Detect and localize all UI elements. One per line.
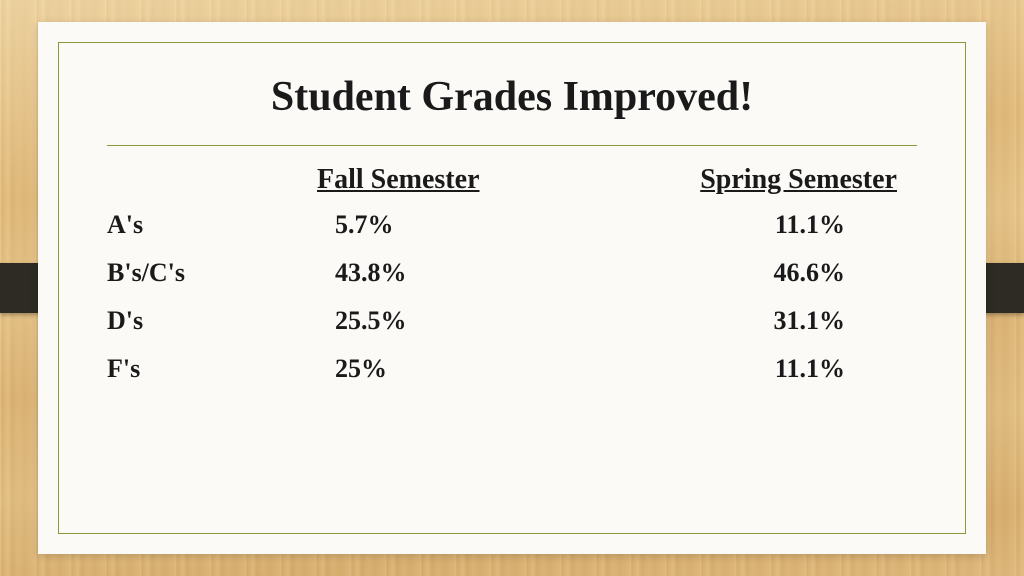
row-label: D's <box>107 306 287 336</box>
column-header-spring: Spring Semester <box>607 164 917 196</box>
slide-title: Student Grades Improved! <box>107 73 917 121</box>
spring-value: 11.1% <box>607 210 917 240</box>
row-label: F's <box>107 354 287 384</box>
grades-table: Fall Semester Spring Semester A's 5.7% 1… <box>107 164 917 513</box>
table-row: F's 25% 11.1% <box>107 354 917 384</box>
table-row: B's/C's 43.8% 46.6% <box>107 258 917 288</box>
row-label: A's <box>107 210 287 240</box>
right-tab-decoration <box>984 263 1024 313</box>
table-row: D's 25.5% 31.1% <box>107 306 917 336</box>
content-card: Student Grades Improved! Fall Semester S… <box>38 22 986 554</box>
fall-value: 25.5% <box>287 306 607 336</box>
column-header-fall: Fall Semester <box>287 164 607 196</box>
spring-value: 31.1% <box>607 306 917 336</box>
fall-value: 25% <box>287 354 607 384</box>
spring-value: 46.6% <box>607 258 917 288</box>
fall-value: 5.7% <box>287 210 607 240</box>
horizontal-divider <box>107 145 917 146</box>
header-spacer <box>107 164 287 196</box>
spring-value: 11.1% <box>607 354 917 384</box>
left-tab-decoration <box>0 263 40 313</box>
table-row: A's 5.7% 11.1% <box>107 210 917 240</box>
inner-border-frame: Student Grades Improved! Fall Semester S… <box>58 42 966 534</box>
row-label: B's/C's <box>107 258 287 288</box>
fall-value: 43.8% <box>287 258 607 288</box>
table-header-row: Fall Semester Spring Semester <box>107 164 917 196</box>
